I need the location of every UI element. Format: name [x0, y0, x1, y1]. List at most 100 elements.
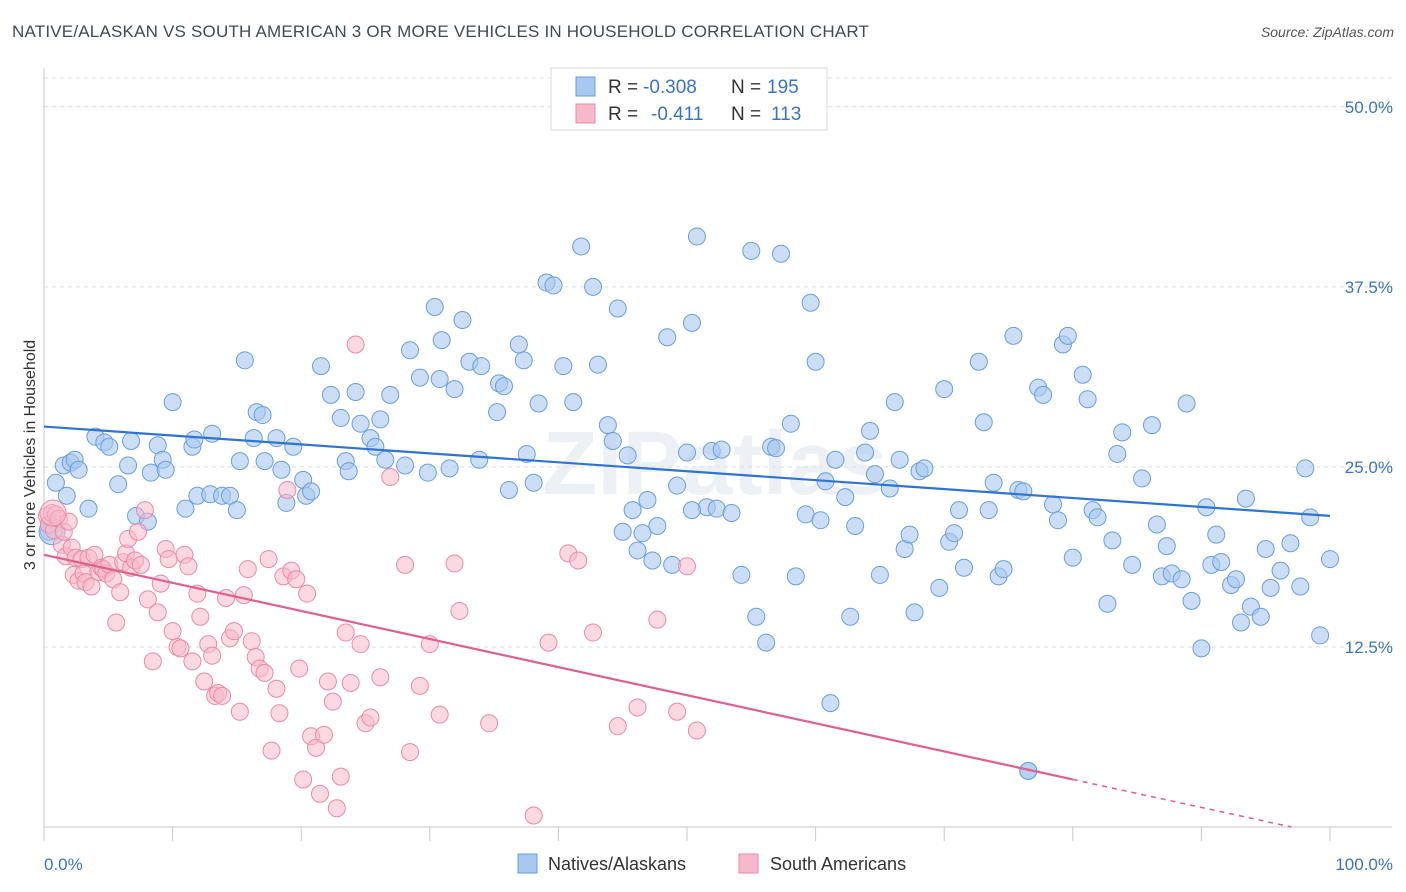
natives-alaskans-point	[771, 244, 790, 263]
natives-alaskans-point	[321, 385, 340, 404]
natives-alaskans-point	[633, 524, 652, 543]
south-americans-point	[230, 702, 249, 721]
natives-alaskans-point	[846, 516, 865, 535]
natives-alaskans-point	[1192, 639, 1211, 658]
natives-alaskans-point	[109, 475, 128, 494]
south-americans-points	[37, 335, 706, 825]
natives-alaskans-point	[185, 430, 204, 449]
south-americans-point	[213, 686, 232, 705]
south-americans-point	[430, 705, 449, 724]
natives-alaskans-point	[517, 444, 536, 463]
natives-alaskans-point	[488, 403, 507, 422]
south-americans-point	[298, 584, 317, 603]
south-americans-trend-extension	[1072, 778, 1292, 828]
stats-swatch-natives	[575, 76, 596, 97]
natives-alaskans-point	[100, 437, 119, 456]
natives-alaskans-point	[969, 352, 988, 371]
south-americans-point	[445, 554, 464, 573]
south-americans-point	[163, 622, 182, 641]
natives-alaskans-point	[499, 480, 518, 499]
natives-alaskans-point	[1108, 444, 1127, 463]
south-americans-point	[450, 601, 469, 620]
natives-alaskans-point	[1133, 469, 1152, 488]
natives-alaskans-point	[994, 560, 1013, 579]
natives-alaskans-point	[1271, 561, 1290, 580]
south-americans-point	[159, 550, 178, 569]
natives-alaskans-point	[1177, 394, 1196, 413]
natives-alaskans-point	[230, 452, 249, 471]
south-americans-point	[381, 467, 400, 486]
south-americans-point	[310, 784, 329, 803]
chart-title: NATIVE/ALASKAN VS SOUTH AMERICAN 3 OR MO…	[12, 22, 870, 41]
natives-alaskans-point	[69, 460, 88, 479]
natives-alaskans-point	[1113, 423, 1132, 442]
natives-alaskans-point	[930, 578, 949, 597]
south-americans-point	[307, 738, 326, 757]
stats-r-label-natives: R =	[608, 77, 638, 98]
natives-alaskans-point	[1207, 525, 1226, 544]
south-americans-point	[318, 672, 337, 691]
natives-alaskans-point	[841, 607, 860, 626]
natives-alaskans-point	[945, 524, 964, 543]
natives-alaskans-point	[658, 328, 677, 347]
natives-alaskans-point	[880, 479, 899, 498]
natives-alaskans-point	[1311, 626, 1330, 645]
natives-alaskans-point	[122, 431, 141, 450]
y-tick-label: 25.0%	[1345, 458, 1393, 477]
natives-alaskans-point	[381, 385, 400, 404]
natives-alaskans-point	[472, 357, 491, 376]
stats-r-label-southam: R =	[608, 104, 638, 125]
south-americans-point	[327, 799, 346, 818]
natives-alaskans-point	[220, 486, 239, 505]
south-americans-point	[371, 668, 390, 687]
natives-alaskans-point	[255, 452, 274, 471]
natives-alaskans-point	[643, 551, 662, 570]
natives-alaskans-point	[1227, 570, 1246, 589]
natives-alaskans-point	[687, 227, 706, 246]
south-americans-point	[143, 652, 162, 671]
stats-n-label-southam: N =	[731, 104, 761, 125]
natives-alaskans-point	[1147, 515, 1166, 534]
south-americans-point	[278, 480, 297, 499]
natives-alaskans-point	[767, 439, 786, 458]
south-americans-point	[107, 613, 126, 632]
natives-alaskans-point	[979, 501, 998, 520]
natives-alaskans-point	[1014, 482, 1033, 501]
natives-alaskans-point	[272, 460, 291, 479]
stats-r-value-southam: -0.411	[651, 104, 703, 125]
natives-alaskans-point	[668, 476, 687, 495]
stats-n-value-southam: 113	[771, 104, 801, 125]
legend: Natives/Alaskans South Americans	[517, 853, 906, 874]
south-americans-point	[628, 698, 647, 717]
natives-alaskans-point	[707, 499, 726, 518]
south-americans-point	[678, 557, 696, 576]
natives-alaskans-point	[915, 459, 934, 478]
natives-alaskans-point	[836, 488, 855, 507]
south-americans-point	[648, 610, 667, 629]
natives-alaskans-point	[1004, 326, 1023, 345]
natives-alaskans-point	[1157, 537, 1176, 556]
natives-alaskans-point	[351, 414, 370, 433]
natives-alaskans-point	[227, 501, 246, 520]
natives-alaskans-point	[235, 351, 254, 370]
natives-alaskans-point	[598, 416, 617, 435]
natives-alaskans-point	[46, 473, 65, 492]
south-americans-point	[341, 673, 360, 692]
natives-alaskans-point	[821, 694, 840, 713]
natives-alaskans-point	[678, 443, 696, 462]
y-tick-label: 50.0%	[1345, 98, 1393, 117]
natives-alaskans-point	[638, 491, 657, 510]
south-americans-point	[539, 633, 558, 652]
south-americans-point	[267, 679, 286, 698]
trend-lines	[43, 425, 1331, 828]
natives-alaskans-point	[1048, 511, 1067, 530]
natives-alaskans-point	[648, 516, 667, 535]
south-americans-point	[524, 806, 543, 825]
natives-alaskans-point	[1256, 540, 1275, 559]
natives-alaskans-point	[445, 380, 464, 399]
stats-box: R = -0.308 N = 195 R = -0.411 N = 113	[550, 67, 828, 131]
natives-alaskans-point	[1212, 552, 1231, 571]
legend-label-southam: South Americans	[770, 854, 906, 874]
natives-alaskans-point	[244, 429, 263, 448]
south-americans-point	[410, 676, 429, 695]
